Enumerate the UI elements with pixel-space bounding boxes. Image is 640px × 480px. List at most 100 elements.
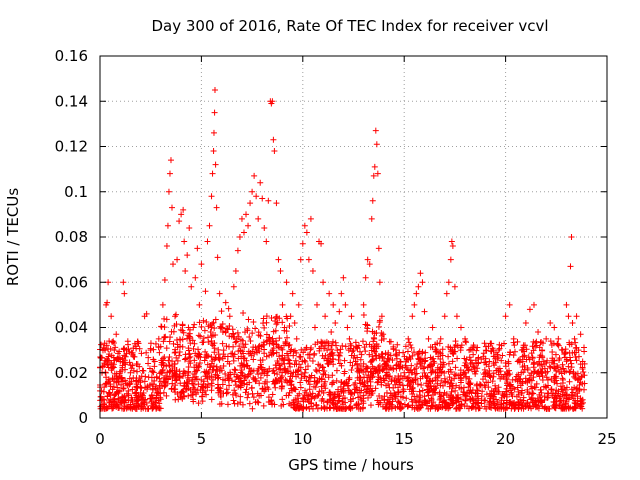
band-point — [563, 358, 570, 365]
band-point — [475, 395, 482, 402]
band-point — [272, 337, 279, 344]
band-point — [97, 405, 104, 412]
band-point — [212, 331, 219, 338]
band-point — [536, 354, 543, 361]
data-point — [318, 240, 325, 247]
band-point — [515, 404, 522, 411]
data-point — [180, 206, 187, 213]
data-point — [196, 301, 203, 308]
band-point — [300, 405, 307, 412]
band-point — [535, 370, 542, 377]
band-point — [500, 400, 507, 407]
data-point — [338, 290, 345, 297]
band-point — [302, 358, 309, 365]
band-point — [186, 330, 193, 337]
band-point — [370, 338, 377, 345]
band-point — [217, 393, 224, 400]
band-point — [347, 405, 354, 412]
band-point — [302, 366, 309, 373]
band-point — [322, 342, 329, 349]
data-point — [449, 243, 456, 250]
band-point — [512, 376, 519, 383]
band-point — [130, 367, 137, 374]
band-point — [258, 364, 265, 371]
band-point — [168, 328, 175, 335]
data-point — [194, 245, 201, 252]
band-point — [212, 354, 219, 361]
y-tick-label: 0.16 — [55, 47, 88, 65]
band-point — [166, 354, 173, 361]
band-point — [324, 398, 331, 405]
band-point — [196, 319, 203, 326]
band-point — [112, 391, 119, 398]
band-point — [485, 343, 492, 350]
band-point — [143, 349, 150, 356]
data-point — [346, 335, 353, 342]
data-point — [117, 358, 124, 365]
band-point — [103, 380, 110, 387]
band-point — [274, 358, 281, 365]
band-point — [240, 355, 247, 362]
data-point — [214, 254, 221, 261]
x-axis-label: GPS time / hours — [288, 456, 414, 474]
band-point — [511, 386, 518, 393]
data-point — [212, 161, 219, 168]
band-point — [290, 352, 297, 359]
band-point — [281, 366, 288, 373]
band-point — [320, 364, 327, 371]
band-point — [168, 386, 175, 393]
band-point — [239, 370, 246, 377]
band-point — [424, 386, 431, 393]
band-point — [530, 374, 537, 381]
band-point — [495, 365, 502, 372]
data-point — [139, 367, 146, 374]
band-point — [114, 401, 121, 408]
band-point — [372, 365, 379, 372]
band-point — [403, 395, 410, 402]
band-point — [273, 341, 280, 348]
band-point — [490, 370, 497, 377]
data-point — [243, 211, 250, 218]
band-point — [237, 393, 244, 400]
band-point — [519, 380, 526, 387]
data-point — [240, 229, 247, 236]
data-point — [247, 200, 254, 207]
band-point — [243, 386, 250, 393]
band-point — [545, 405, 552, 412]
band-point — [198, 323, 205, 330]
band-point — [559, 375, 566, 382]
band-point — [367, 402, 374, 409]
band-point — [360, 400, 367, 407]
band-point — [107, 391, 114, 398]
band-point — [166, 362, 173, 369]
band-point — [242, 389, 249, 396]
band-point — [391, 375, 398, 382]
band-point — [440, 361, 447, 368]
band-point — [474, 387, 481, 394]
band-point — [532, 384, 539, 391]
band-point — [130, 374, 137, 381]
band-point — [256, 380, 263, 387]
band-point — [142, 405, 149, 412]
band-point — [481, 382, 488, 389]
band-point — [381, 365, 388, 372]
data-point — [204, 238, 211, 245]
band-point — [110, 378, 117, 385]
band-point — [308, 400, 315, 407]
band-point — [329, 349, 336, 356]
band-point — [502, 405, 509, 412]
band-point — [530, 338, 537, 345]
band-point — [493, 396, 500, 403]
band-point — [160, 338, 167, 345]
band-point — [223, 325, 230, 332]
data-point — [174, 256, 181, 263]
band-point — [544, 377, 551, 384]
band-point — [158, 323, 165, 330]
band-point — [559, 376, 566, 383]
band-point — [210, 342, 217, 349]
band-point — [289, 373, 296, 380]
band-point — [255, 345, 262, 352]
band-point — [490, 360, 497, 367]
band-point — [373, 345, 380, 352]
band-point — [303, 377, 310, 384]
